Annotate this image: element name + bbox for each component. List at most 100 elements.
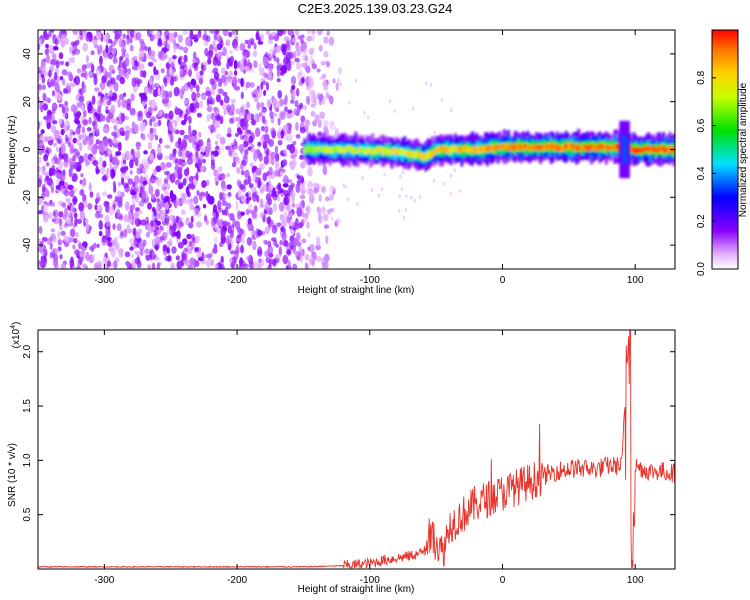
noise-blob — [295, 121, 299, 131]
noise-blob — [115, 120, 119, 125]
noise-blob — [287, 109, 293, 114]
signal-cell — [447, 147, 451, 154]
noise-blob — [133, 123, 139, 134]
noise-blob — [160, 68, 165, 74]
noise-blob — [300, 77, 305, 84]
y-tick-label: 0 — [22, 146, 33, 152]
noise-blob — [131, 77, 137, 88]
noise-blob — [239, 134, 244, 141]
noise-blob — [174, 106, 178, 115]
noise-blob — [124, 251, 131, 258]
noise-blob — [299, 249, 303, 258]
noise-blob — [213, 177, 219, 183]
noise-blob — [217, 200, 222, 210]
noise-blob — [65, 61, 70, 67]
noise-blob — [292, 140, 297, 146]
noise-blob — [136, 260, 142, 269]
noise-blob — [47, 136, 53, 141]
signal-cell — [579, 146, 583, 151]
noise-blob — [129, 44, 134, 52]
signal-cell — [307, 146, 311, 152]
noise-blob — [305, 263, 309, 269]
noise-blob — [192, 178, 197, 185]
signal-cell — [568, 142, 572, 149]
x-tick-label: -200 — [227, 275, 247, 286]
noise-blob — [72, 244, 76, 250]
noise-blob — [264, 125, 269, 134]
x-tick-label: -100 — [360, 275, 380, 286]
noise-blob — [301, 238, 307, 244]
noise-blob — [300, 176, 304, 184]
signal-cell — [537, 144, 540, 151]
noise-blob — [354, 78, 358, 83]
noise-blob — [402, 215, 406, 220]
noise-blob — [112, 223, 116, 230]
noise-blob — [38, 199, 44, 205]
noise-blob — [198, 131, 202, 138]
signal-cell — [337, 146, 341, 153]
noise-blob — [310, 47, 315, 52]
noise-blob — [230, 98, 236, 104]
noise-blob — [235, 108, 241, 115]
noise-blob — [283, 36, 290, 42]
noise-blob — [110, 247, 116, 258]
noise-blob — [275, 253, 282, 259]
noise-blob — [87, 145, 93, 151]
noise-blob — [188, 222, 194, 229]
noise-blob — [252, 93, 257, 98]
signal-cell — [411, 150, 415, 157]
noise-blob — [82, 177, 87, 187]
noise-blob — [318, 214, 323, 224]
noise-blob — [296, 174, 300, 180]
noise-blob — [398, 194, 401, 199]
noise-blob — [103, 52, 108, 61]
noise-blob — [75, 232, 79, 238]
noise-blob — [270, 127, 276, 136]
signal-cell — [615, 142, 619, 149]
noise-blob — [40, 104, 44, 113]
noise-blob — [64, 120, 70, 127]
noise-blob — [63, 223, 69, 228]
noise-blob — [126, 35, 130, 46]
noise-blob — [50, 228, 55, 233]
noise-blob — [130, 185, 136, 193]
noise-blob — [99, 44, 103, 54]
noise-blob — [50, 159, 56, 164]
signal-cell — [384, 147, 387, 154]
noise-blob — [432, 178, 436, 183]
noise-blob — [281, 64, 288, 74]
noise-blob — [201, 94, 207, 101]
noise-blob — [206, 113, 211, 122]
noise-blob — [205, 90, 212, 97]
noise-blob — [325, 235, 329, 245]
noise-blob — [279, 239, 284, 246]
signal-cell — [324, 146, 328, 153]
noise-blob — [249, 209, 255, 214]
noise-blob — [92, 37, 98, 45]
noise-blob — [247, 217, 252, 225]
noise-blob — [88, 70, 95, 79]
noise-blob — [305, 65, 311, 74]
noise-blob — [113, 124, 118, 131]
noise-blob — [136, 167, 142, 175]
noise-blob — [116, 223, 122, 232]
noise-blob — [335, 82, 339, 92]
noise-blob — [380, 187, 384, 192]
noise-blob — [192, 51, 197, 60]
noise-blob — [237, 78, 241, 83]
noise-blob — [292, 263, 298, 269]
noise-blob — [90, 50, 95, 56]
noise-blob — [202, 204, 207, 209]
spectrogram-y-ticks: -40 -20 0 20 40 — [22, 48, 675, 252]
noise-blob — [111, 104, 116, 111]
noise-blob — [172, 194, 177, 201]
noise-blob — [315, 245, 322, 250]
signal-cell — [348, 145, 351, 152]
signal-cell — [439, 145, 443, 152]
noise-blob — [306, 30, 311, 35]
noise-blob — [261, 80, 267, 86]
noise-blob — [276, 62, 283, 69]
noise-blob — [199, 191, 206, 197]
noise-blob — [123, 228, 128, 238]
noise-blob — [398, 208, 401, 213]
